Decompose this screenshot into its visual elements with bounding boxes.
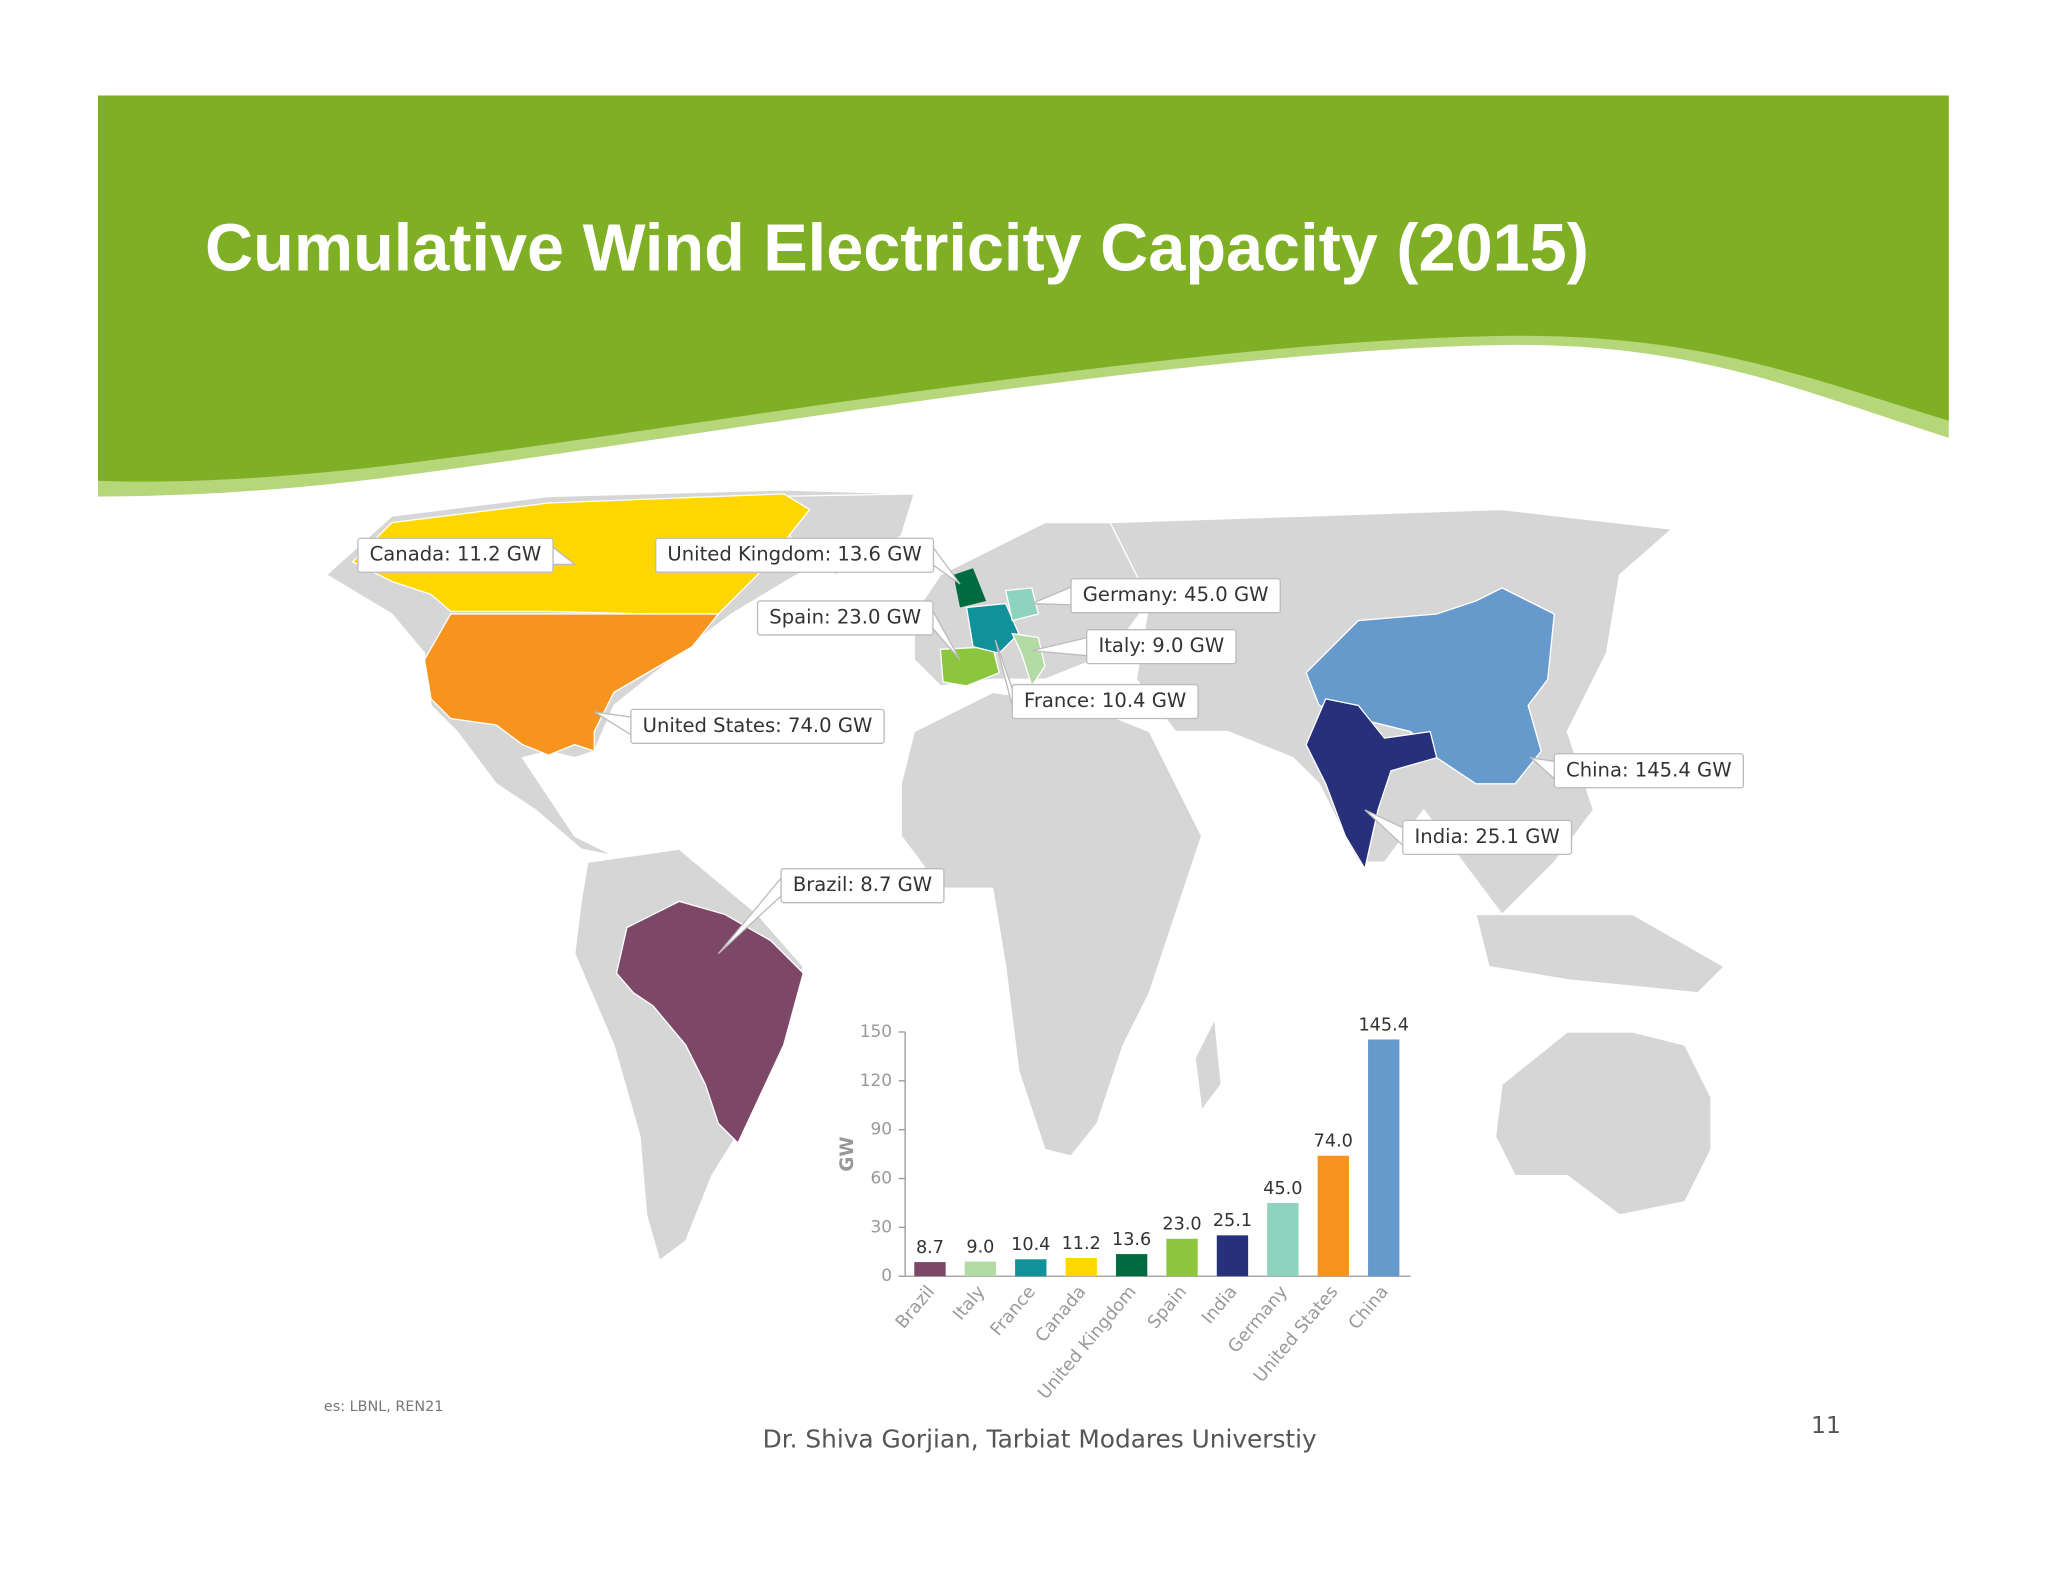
country-us	[423, 613, 720, 756]
bar	[964, 1261, 997, 1277]
bar	[1115, 1254, 1148, 1277]
callout-label: United Kingdom: 13.6 GW	[667, 543, 921, 566]
y-axis-label: GW	[837, 1137, 858, 1172]
callout-box	[630, 708, 885, 744]
y-tick-label: 150	[860, 1022, 892, 1042]
bar	[914, 1262, 946, 1277]
country-france	[965, 602, 1020, 654]
callout-box	[1070, 578, 1281, 614]
value-label: 9.0	[966, 1237, 994, 1257]
callout-box	[1011, 683, 1199, 720]
value-label: 10.4	[1011, 1235, 1050, 1255]
bar	[1166, 1238, 1198, 1277]
country-uk	[953, 568, 987, 608]
y-tick-label: 60	[870, 1169, 892, 1189]
header-band	[97, 95, 1949, 482]
country-germany	[1004, 587, 1040, 622]
y-tick-label: 30	[870, 1217, 892, 1237]
value-label: 25.1	[1213, 1211, 1252, 1231]
callout-box	[780, 868, 945, 904]
callouts: Canada: 11.2 GW United Kingdom: 13.6 GW Ge…	[357, 537, 1744, 955]
value-label: 8.7	[916, 1238, 944, 1258]
value-label: 23.0	[1162, 1215, 1201, 1235]
callout: Spain: 23.0 GW	[756, 600, 961, 661]
callout: Germany: 45.0 GW	[1031, 578, 1281, 614]
callout-box	[1553, 753, 1744, 789]
value-label: 45.0	[1263, 1179, 1302, 1199]
callout: Canada: 11.2 GW	[357, 537, 577, 573]
bar	[1015, 1259, 1047, 1277]
bar	[1065, 1257, 1097, 1277]
country-india	[1305, 698, 1438, 871]
callout-label: Canada: 11.2 GW	[370, 543, 542, 566]
land	[1194, 1016, 1222, 1113]
bar	[1267, 1202, 1299, 1277]
slide-title: Cumulative Wind Electricity Capacity (20…	[205, 212, 1589, 286]
country-brazil	[615, 900, 804, 1145]
y-tick-label: 90	[870, 1120, 892, 1140]
country-china	[1305, 587, 1555, 785]
page-number: 11	[1811, 1411, 1841, 1439]
callout: Italy: 9.0 GW	[1031, 629, 1237, 665]
value-label: 13.6	[1112, 1230, 1151, 1250]
callout-label: United States: 74.0 GW	[643, 714, 873, 737]
value-label: 11.2	[1062, 1234, 1101, 1254]
bar	[1317, 1155, 1349, 1277]
bar	[1216, 1235, 1249, 1277]
callout: United Kingdom: 13.6 GW	[655, 537, 961, 585]
bar	[1368, 1039, 1400, 1277]
callout-label: Italy: 9.0 GW	[1098, 634, 1224, 657]
callout-box	[655, 537, 935, 573]
source: es: LBNL, REN21	[324, 1399, 444, 1415]
land	[1494, 1031, 1712, 1216]
callout: Brazil: 8.7 GW	[717, 868, 945, 955]
value-label: 74.0	[1314, 1132, 1353, 1152]
callout-label: France: 10.4 GW	[1024, 689, 1186, 712]
callout: United States: 74.0 GW	[593, 708, 885, 744]
y-tick-label: 0	[881, 1266, 892, 1286]
footer: Dr. Shiva Gorjian, Tarbiat Modares Unive…	[763, 1424, 1317, 1453]
y-tick-label: 120	[860, 1071, 892, 1091]
callout-label: Brazil: 8.7 GW	[793, 873, 932, 896]
callout-box	[1086, 629, 1237, 665]
callout-label: India: 25.1 GW	[1415, 825, 1560, 848]
callout: China: 145.4 GW	[1528, 753, 1744, 789]
callout: India: 25.1 GW	[1364, 809, 1573, 855]
callout-label: China: 145.4 GW	[1566, 758, 1732, 781]
callout-box	[357, 537, 554, 573]
callout-box	[1402, 819, 1573, 855]
value-label: 145.4	[1358, 1015, 1408, 1035]
country-italy	[1011, 632, 1046, 688]
land	[1475, 913, 1726, 994]
callout-label: Germany: 45.0 GW	[1083, 583, 1269, 606]
callout: France: 10.4 GW	[994, 639, 1199, 720]
callout-label: Spain: 23.0 GW	[769, 605, 921, 628]
callout-box	[756, 600, 934, 636]
